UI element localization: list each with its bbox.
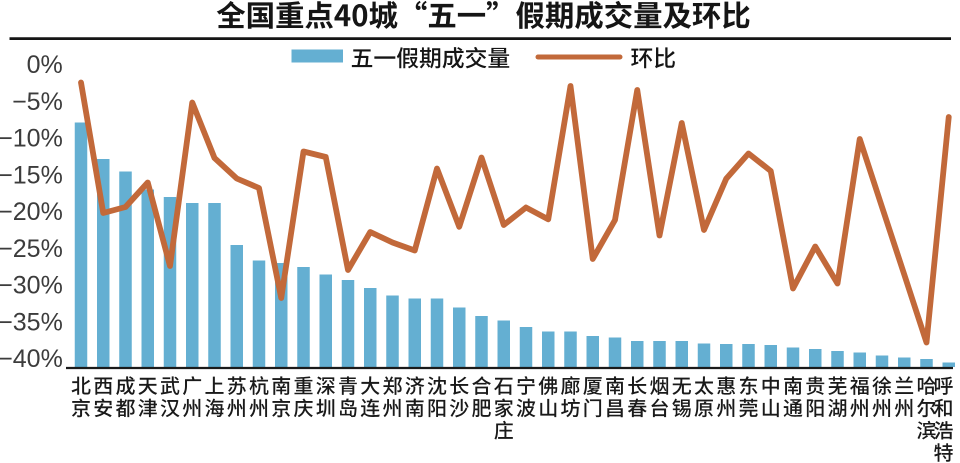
svg-text:−10%: −10% (0, 125, 63, 153)
svg-text:−25%: −25% (0, 235, 63, 263)
svg-text:−35%: −35% (0, 308, 63, 336)
svg-text:−40%: −40% (0, 345, 63, 373)
svg-text:−20%: −20% (0, 198, 63, 226)
svg-text:−30%: −30% (0, 272, 63, 300)
svg-text:0%: 0% (27, 51, 63, 79)
svg-text:−15%: −15% (0, 161, 63, 189)
svg-text:−5%: −5% (12, 88, 63, 116)
